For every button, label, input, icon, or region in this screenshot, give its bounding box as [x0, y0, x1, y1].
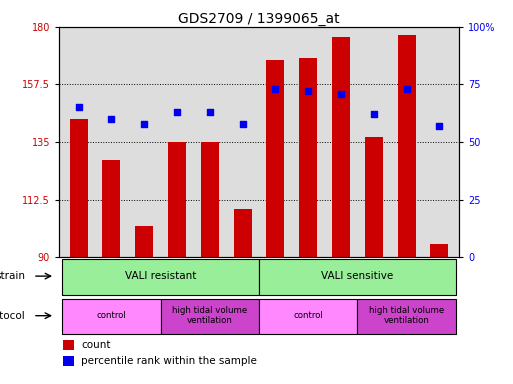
- Point: [107, 116, 115, 122]
- Point: [140, 121, 148, 127]
- Bar: [62, 259, 259, 295]
- Text: high tidal volume
ventilation: high tidal volume ventilation: [369, 306, 444, 325]
- Bar: [365, 137, 383, 257]
- Bar: [299, 58, 317, 257]
- Bar: [332, 37, 350, 257]
- Point: [74, 104, 83, 111]
- Bar: [70, 119, 88, 257]
- Bar: [398, 35, 416, 257]
- Bar: [62, 299, 161, 334]
- Bar: [63, 339, 74, 350]
- Point: [239, 121, 247, 127]
- Bar: [259, 259, 456, 295]
- Text: count: count: [81, 340, 110, 350]
- Bar: [358, 299, 456, 334]
- Point: [271, 86, 280, 92]
- Bar: [168, 142, 186, 257]
- Point: [403, 86, 411, 92]
- Title: GDS2709 / 1399065_at: GDS2709 / 1399065_at: [178, 12, 340, 26]
- Bar: [63, 356, 74, 366]
- Text: VALI resistant: VALI resistant: [125, 271, 196, 281]
- Point: [206, 109, 214, 115]
- Text: control: control: [293, 311, 323, 320]
- Bar: [103, 160, 121, 257]
- Bar: [201, 142, 219, 257]
- Text: protocol: protocol: [0, 311, 25, 321]
- Text: high tidal volume
ventilation: high tidal volume ventilation: [172, 306, 247, 325]
- Point: [304, 88, 312, 94]
- Point: [337, 91, 345, 97]
- Bar: [259, 299, 358, 334]
- Text: control: control: [96, 311, 126, 320]
- Text: percentile rank within the sample: percentile rank within the sample: [81, 356, 257, 366]
- Bar: [266, 60, 285, 257]
- Point: [436, 123, 444, 129]
- Text: VALI sensitive: VALI sensitive: [321, 271, 393, 281]
- Point: [370, 111, 378, 118]
- Bar: [161, 299, 259, 334]
- Bar: [430, 244, 448, 257]
- Text: strain: strain: [0, 271, 25, 281]
- Point: [173, 109, 181, 115]
- Bar: [233, 209, 252, 257]
- Bar: [135, 227, 153, 257]
